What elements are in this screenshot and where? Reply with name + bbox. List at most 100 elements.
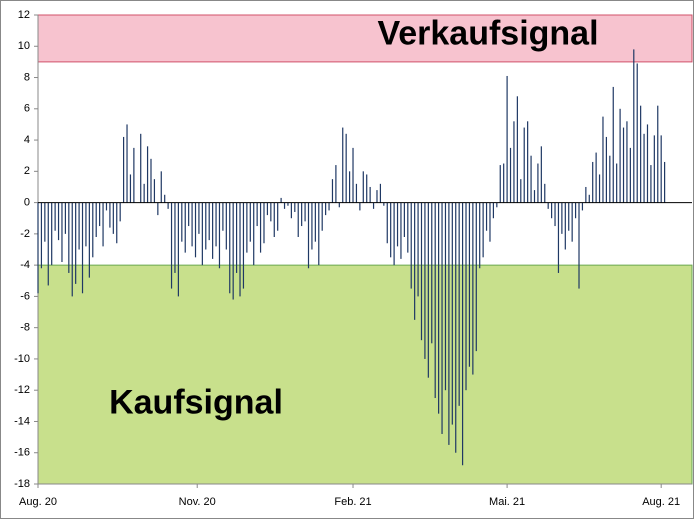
bar	[424, 202, 426, 359]
bar	[44, 202, 46, 242]
bar	[194, 202, 197, 258]
bar	[335, 165, 337, 203]
bar	[201, 202, 203, 266]
bar	[646, 124, 649, 203]
bar	[342, 127, 344, 203]
bar	[68, 202, 70, 273]
bar	[564, 202, 566, 250]
bar	[438, 202, 440, 414]
bar	[352, 147, 354, 203]
bar	[81, 202, 84, 294]
bar	[61, 202, 63, 263]
bar	[485, 202, 488, 231]
bar	[390, 202, 392, 258]
bar	[653, 135, 655, 203]
bar	[235, 202, 238, 273]
bar	[657, 105, 659, 203]
bar	[273, 202, 275, 237]
x-tick-label: Feb. 21	[334, 496, 371, 508]
y-tick-label: -2	[20, 228, 30, 240]
x-tick-label: Aug. 20	[19, 496, 57, 508]
bar	[503, 163, 505, 203]
signal-zone	[37, 14, 693, 63]
bar	[431, 202, 433, 344]
bar	[461, 202, 464, 466]
y-tick-label: -8	[20, 322, 30, 334]
bar	[664, 161, 666, 203]
bar	[592, 161, 594, 203]
bar	[75, 202, 77, 284]
bar	[362, 171, 364, 203]
bar	[212, 202, 214, 259]
bar	[602, 116, 604, 203]
bar	[530, 155, 532, 203]
bar	[242, 202, 245, 289]
y-tick-label: -14	[14, 415, 30, 427]
bar	[520, 179, 522, 203]
bar	[177, 202, 179, 297]
bar	[311, 202, 313, 250]
bar	[609, 155, 611, 203]
bar	[345, 133, 347, 203]
bar	[523, 127, 525, 203]
bar	[403, 202, 405, 237]
bar	[150, 158, 152, 203]
bar	[537, 163, 539, 203]
bar	[51, 202, 53, 266]
bar	[554, 202, 556, 227]
bar	[616, 163, 618, 203]
bar	[314, 202, 316, 242]
bar	[287, 202, 289, 206]
bar	[92, 202, 94, 258]
bar	[167, 202, 169, 209]
y-tick-label: -6	[20, 290, 30, 302]
bar	[359, 202, 361, 211]
y-tick-label: 6	[24, 103, 30, 115]
bar	[492, 202, 495, 219]
bar	[88, 202, 90, 278]
bar	[259, 202, 262, 253]
bar	[568, 202, 570, 231]
bar	[71, 202, 73, 297]
bar	[328, 202, 330, 211]
bar	[325, 202, 327, 216]
y-tick-label: 4	[24, 134, 30, 146]
bar	[85, 202, 87, 247]
bar	[280, 197, 282, 203]
bar	[153, 179, 156, 203]
bar	[304, 202, 306, 222]
bar	[475, 202, 477, 352]
bar	[123, 136, 125, 203]
bar	[181, 202, 183, 242]
bar	[629, 147, 631, 203]
bar	[102, 202, 104, 247]
bar	[383, 202, 385, 206]
bar	[112, 202, 114, 234]
bar	[215, 202, 217, 247]
bar	[164, 194, 166, 203]
bar	[225, 202, 227, 250]
bar	[54, 202, 56, 231]
bar	[170, 202, 173, 289]
bar	[386, 202, 388, 244]
bar	[479, 202, 481, 269]
bar	[57, 202, 60, 241]
bar	[465, 202, 467, 391]
bar	[561, 202, 563, 234]
bar	[263, 202, 265, 244]
bar	[160, 171, 162, 203]
bar	[458, 202, 460, 406]
bar	[414, 202, 416, 320]
bar	[301, 202, 303, 227]
bar	[513, 121, 515, 203]
bar	[444, 202, 447, 391]
bar	[143, 183, 145, 203]
y-tick-label: 2	[24, 165, 30, 177]
bar	[369, 186, 371, 203]
y-tick-label: 8	[24, 71, 30, 83]
bar	[294, 202, 296, 212]
bar	[400, 202, 402, 259]
bar	[331, 179, 334, 203]
y-tick-label: 0	[24, 197, 30, 209]
bar	[249, 202, 251, 242]
